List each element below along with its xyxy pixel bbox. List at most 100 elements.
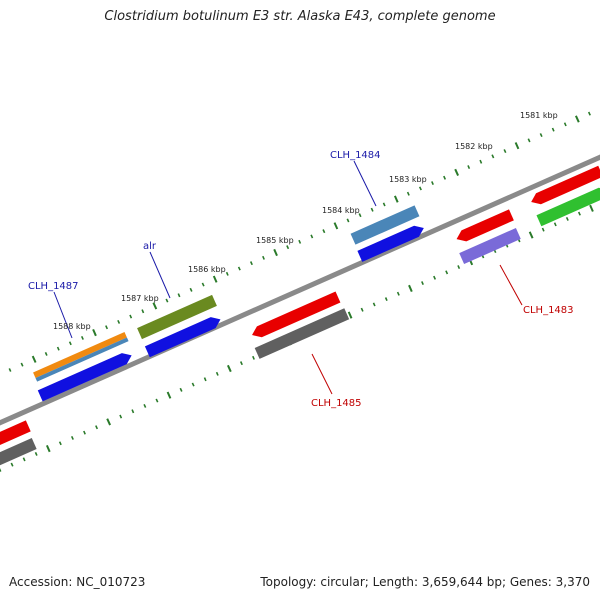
inner-ring-minor-tick — [541, 227, 545, 232]
gene-clh-1483-purple[interactable] — [459, 227, 521, 265]
tick-label-1584: 1584 kbp — [322, 206, 360, 215]
gene-clh-1483-red[interactable] — [454, 209, 514, 244]
gene-label-alr[interactable]: alr — [143, 241, 157, 252]
outer-ring-minor-tick — [165, 298, 169, 303]
outer-ring-major-tick — [393, 195, 399, 203]
tick-label-1586: 1586 kbp — [188, 265, 226, 274]
outer-ring-minor-tick — [551, 127, 555, 132]
outer-ring-minor-tick — [177, 293, 181, 298]
outer-ring-minor-tick — [539, 133, 543, 138]
gene-label-clh-1487[interactable]: CLH_1487 — [28, 281, 79, 292]
gene-clh-1484-steelblue[interactable] — [350, 205, 420, 245]
outer-ring-minor-tick — [189, 287, 193, 292]
gene-clh-1487-orange[interactable] — [33, 332, 129, 382]
leader-clh-1485 — [311, 353, 333, 395]
gene-green-top-right[interactable] — [536, 184, 600, 227]
inner-ring-minor-tick — [83, 430, 86, 435]
inner-ring-minor-tick — [553, 222, 557, 227]
tick-label-1585: 1585 kbp — [256, 236, 294, 245]
inner-ring-major-tick — [589, 204, 594, 212]
outer-ring-minor-tick — [129, 314, 133, 319]
tick-label-1588: 1588 kbp — [53, 322, 91, 331]
gene-clh-1485-red[interactable] — [250, 291, 341, 340]
inner-ring-major-tick — [408, 284, 413, 293]
outer-ring-minor-tick — [491, 154, 495, 159]
gene-clh-1484-blue[interactable] — [357, 223, 426, 262]
outer-ring-major-tick — [92, 328, 97, 337]
gene-gray-bottom-left[interactable] — [0, 438, 37, 472]
outer-ring-minor-tick — [431, 181, 434, 186]
outer-ring-minor-tick — [225, 271, 229, 276]
leader-alr — [149, 251, 171, 299]
leader-clh-1484 — [353, 160, 377, 207]
outer-ring-minor-tick — [44, 351, 48, 356]
outer-ring-minor-tick — [503, 149, 507, 154]
outer-ring-minor-tick — [527, 138, 531, 143]
outer-ring-minor-tick — [237, 266, 241, 271]
inner-ring-minor-tick — [0, 468, 2, 472]
outer-ring-minor-tick — [382, 202, 386, 207]
inner-ring-major-tick — [347, 311, 353, 319]
outer-ring-major-tick — [212, 275, 218, 283]
inner-ring-minor-tick — [70, 435, 74, 440]
inner-ring-minor-tick — [22, 457, 26, 462]
inner-ring-major-tick — [166, 391, 172, 399]
tick-label-1583: 1583 kbp — [389, 175, 427, 184]
gene-clh-1485-gray[interactable] — [254, 308, 350, 359]
map-title: Clostridium botulinum E3 str. Alaska E43… — [104, 9, 496, 24]
outer-ring-minor-tick — [262, 255, 265, 260]
gene-label-clh-1485[interactable]: CLH_1485 — [311, 398, 362, 409]
outer-ring-minor-tick — [20, 362, 24, 367]
inner-ring-minor-tick — [396, 291, 400, 296]
outer-ring-minor-tick — [358, 213, 362, 218]
gene-red-top-right[interactable] — [529, 165, 600, 208]
outer-ring-minor-tick — [346, 218, 350, 223]
inner-ring-minor-tick — [34, 451, 38, 456]
outer-ring-minor-tick — [141, 309, 145, 314]
outer-tick-ring — [8, 111, 591, 372]
outer-ring-minor-tick — [8, 368, 12, 372]
gene-alr[interactable] — [137, 294, 217, 340]
outer-ring-minor-tick — [479, 159, 483, 164]
inner-ring-minor-tick — [565, 216, 569, 221]
outer-ring-major-tick — [514, 142, 520, 150]
inner-ring-minor-tick — [10, 462, 14, 467]
inner-ring-major-tick — [106, 418, 112, 426]
inner-ring-minor-tick — [119, 414, 123, 419]
inner-ring-minor-tick — [372, 302, 376, 307]
tick-label-1582: 1582 kbp — [455, 142, 493, 151]
outer-ring-major-tick — [454, 168, 460, 177]
inner-ring-major-tick — [45, 444, 51, 453]
inner-ring-minor-tick — [421, 281, 424, 286]
inner-ring-minor-tick — [215, 371, 219, 376]
outer-ring-minor-tick — [443, 175, 447, 180]
outer-ring-minor-tick — [80, 335, 84, 340]
gene-alr-blue[interactable] — [144, 314, 223, 358]
outer-ring-minor-tick — [467, 165, 471, 170]
genome-backbone — [0, 154, 600, 426]
outer-ring-minor-tick — [117, 319, 121, 324]
inner-ring-minor-tick — [577, 211, 581, 216]
outer-ring-major-tick — [574, 115, 580, 123]
outer-ring-major-tick — [273, 248, 278, 257]
accession-text: Accession: NC_010723 — [9, 575, 146, 589]
outer-ring-major-tick — [31, 355, 37, 363]
gene-label-clh-1483[interactable]: CLH_1483 — [523, 305, 574, 316]
gene-red-bottom-left[interactable] — [0, 420, 31, 452]
inner-ring-minor-tick — [143, 403, 147, 408]
inner-ring-minor-tick — [433, 275, 437, 280]
tick-label-1581: 1581 kbp — [520, 111, 558, 120]
gene-label-clh-1484[interactable]: CLH_1484 — [330, 150, 381, 161]
outer-ring-major-tick — [152, 302, 158, 310]
outer-ring-minor-tick — [322, 229, 326, 234]
leader-clh-1483 — [499, 264, 523, 306]
outer-ring-minor-tick — [298, 239, 302, 244]
gene-clh-1487-blue[interactable] — [37, 350, 134, 402]
outer-ring-minor-tick — [56, 346, 60, 351]
outer-ring-minor-tick — [68, 341, 72, 346]
outer-ring-minor-tick — [406, 191, 410, 196]
outer-ring-minor-tick — [249, 261, 253, 266]
outer-ring-minor-tick — [310, 234, 314, 239]
